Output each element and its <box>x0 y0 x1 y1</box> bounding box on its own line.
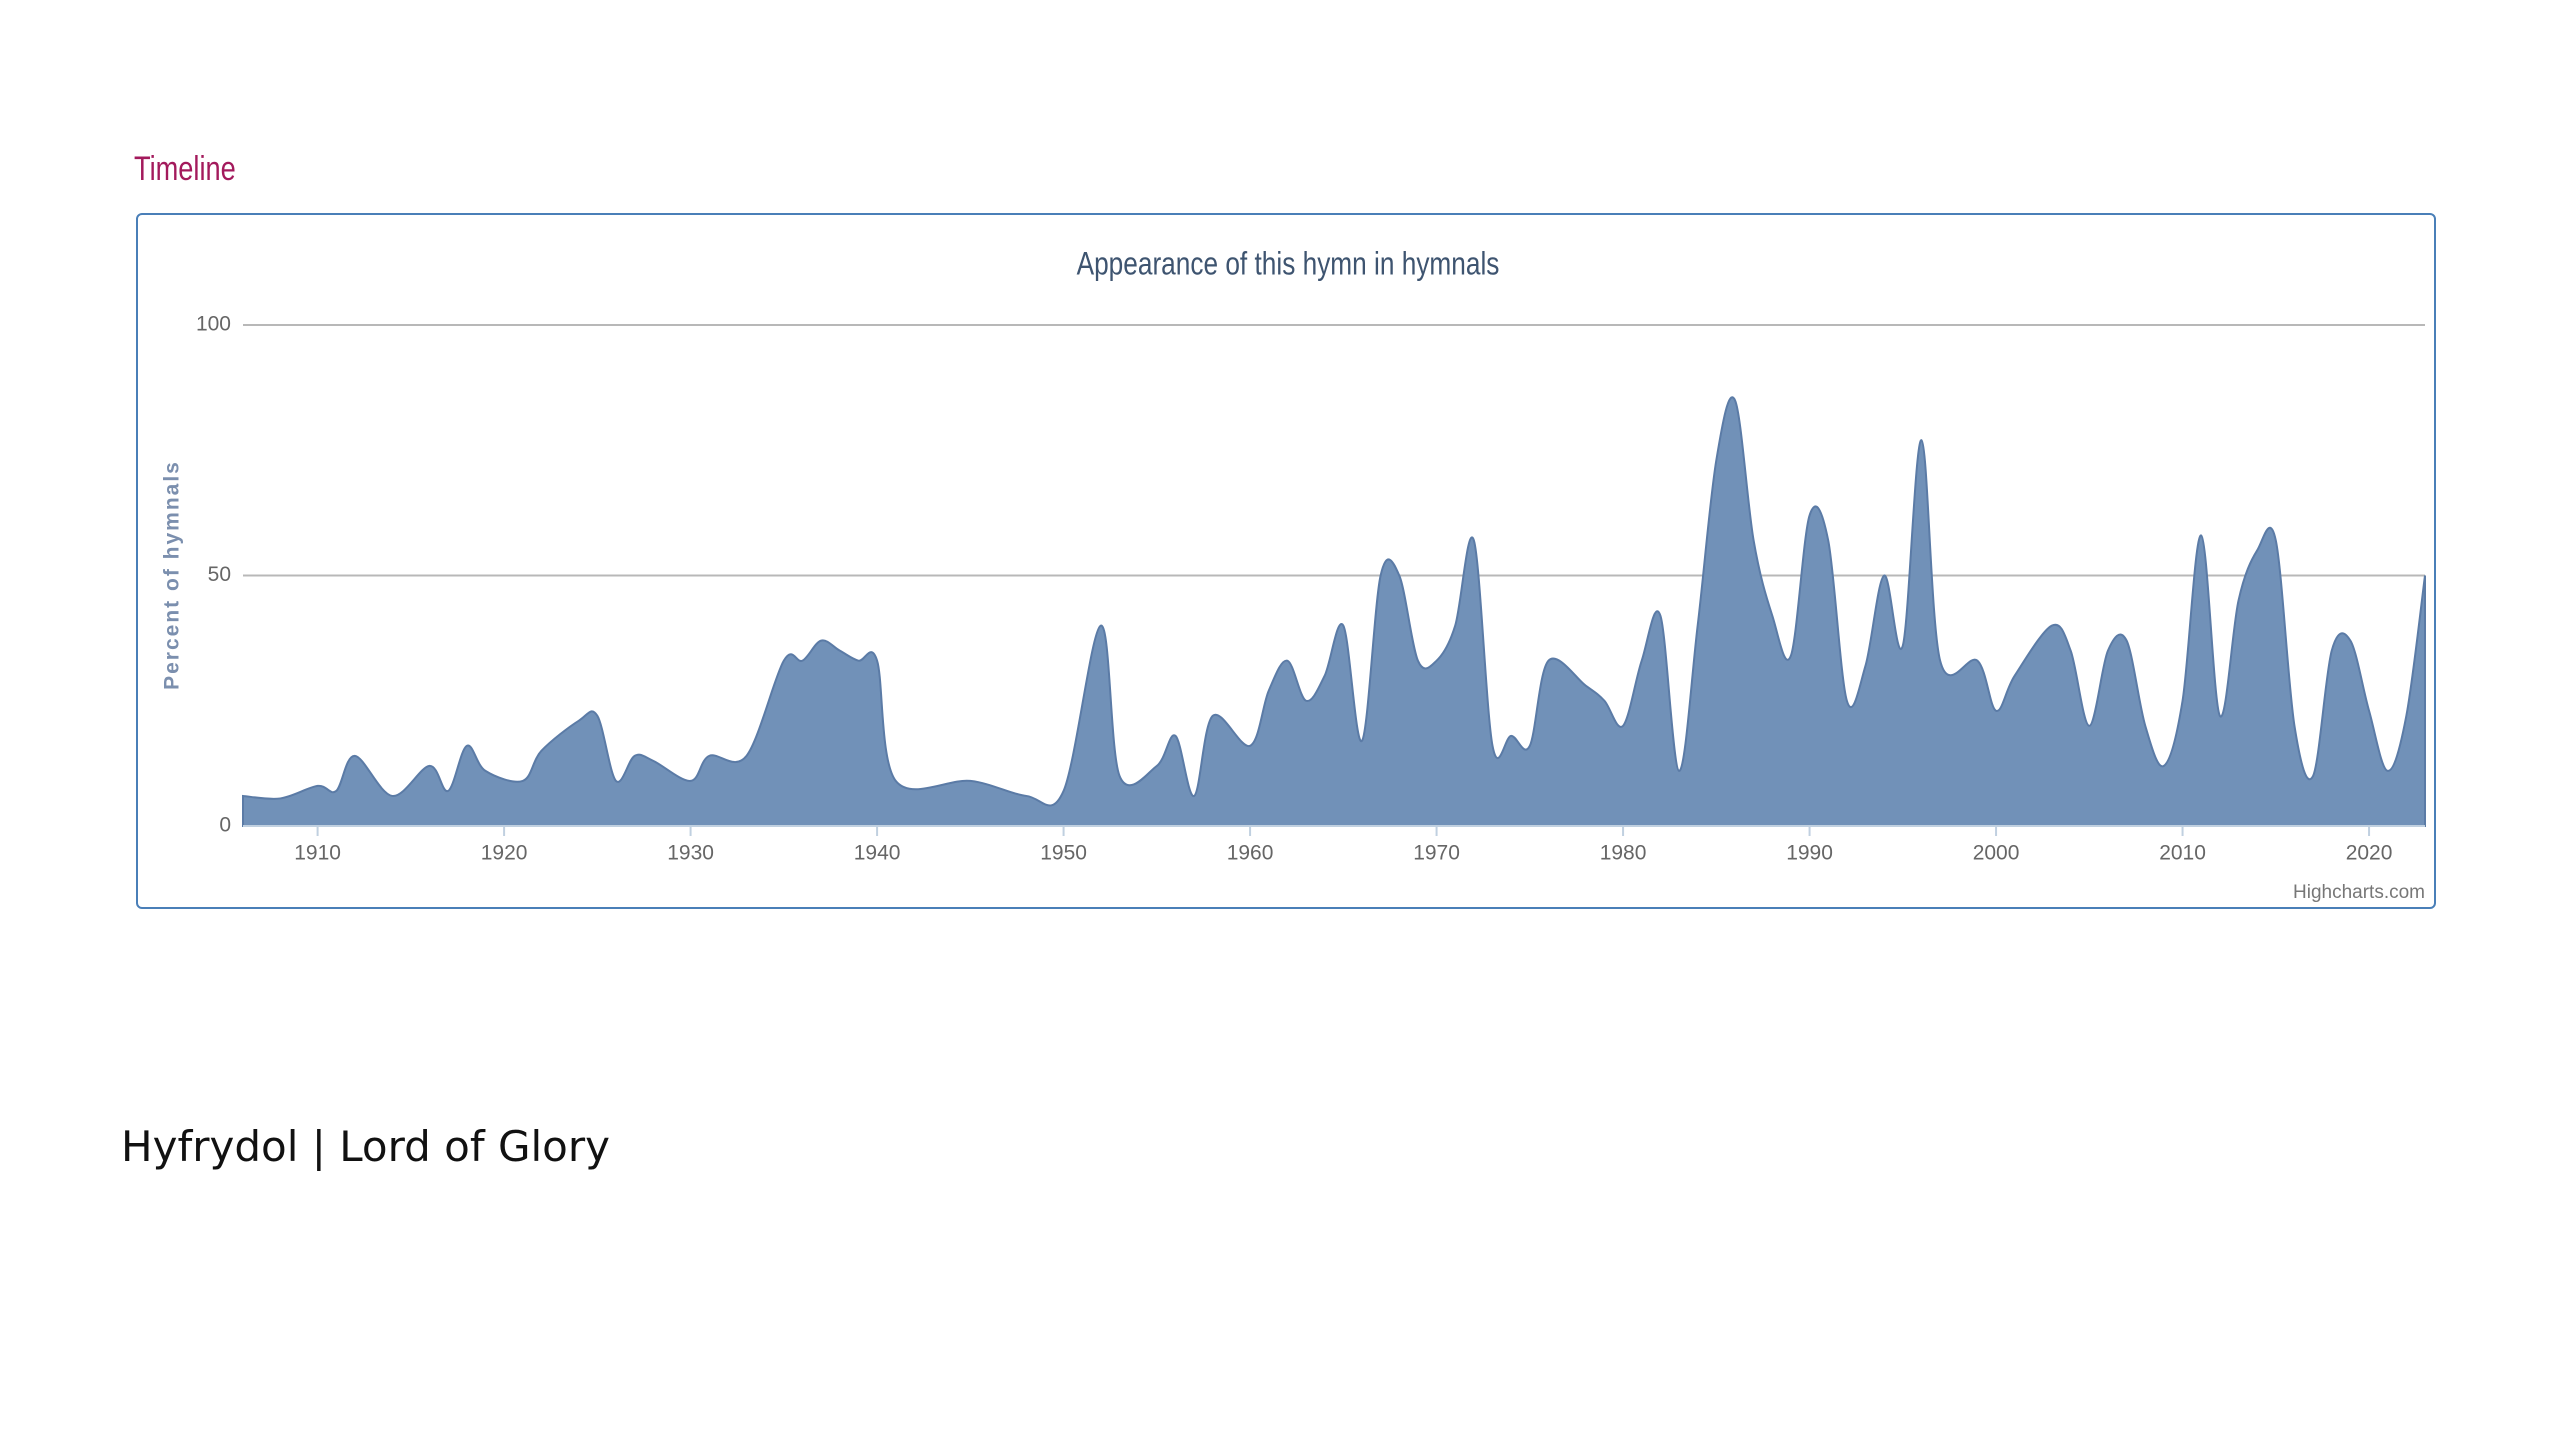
y-axis-label: Percent of hymnals <box>161 460 184 690</box>
x-tick-label: 2010 <box>2159 842 2206 865</box>
y-tick-label: 50 <box>208 563 231 586</box>
chart-title: Appearance of this hymn in hymnals <box>1077 247 1500 282</box>
x-tick-label: 1990 <box>1786 842 1833 865</box>
y-tick-label: 100 <box>196 313 231 336</box>
x-tick-label: 1920 <box>481 842 528 865</box>
x-tick-label: 1930 <box>667 842 714 865</box>
chart-frame <box>136 213 2436 909</box>
y-tick-label: 0 <box>219 814 231 837</box>
x-tick-label: 1950 <box>1040 842 1087 865</box>
area <box>242 396 2426 827</box>
x-tick-label: 1970 <box>1413 842 1460 865</box>
x-tick-label: 2000 <box>1973 842 2020 865</box>
caption: Hyfrydol | Lord of Glory <box>121 1122 610 1171</box>
x-tick-label: 1980 <box>1600 842 1647 865</box>
x-tick-label: 1960 <box>1227 842 1274 865</box>
x-tick-label: 1940 <box>854 842 901 865</box>
x-tick-label: 1910 <box>294 842 341 865</box>
x-tick-label: 2020 <box>2346 842 2393 865</box>
section-title: Timeline <box>134 150 236 188</box>
credit: Highcharts.com <box>2293 882 2425 903</box>
